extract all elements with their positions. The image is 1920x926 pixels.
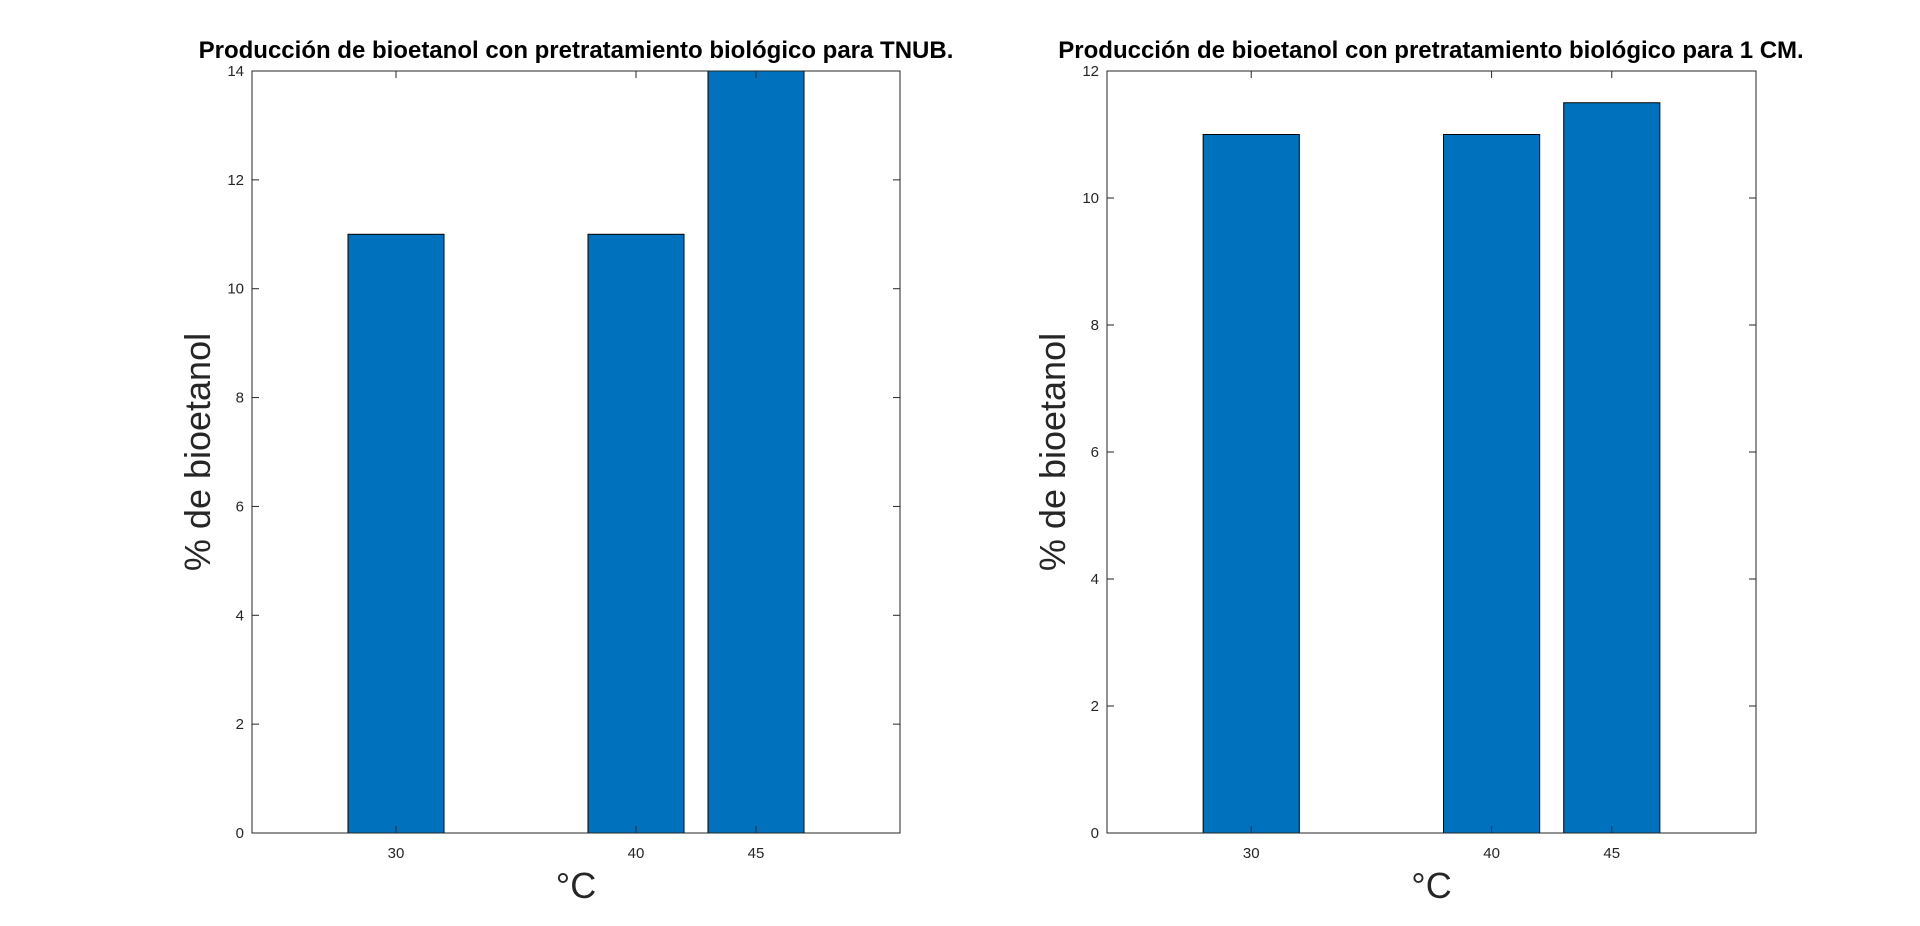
y-tick-label: 6 (1091, 444, 1099, 461)
y-tick-label: 12 (227, 172, 244, 189)
y-tick-label: 10 (1082, 190, 1099, 207)
x-tick-label: 30 (388, 845, 405, 862)
bar-40 (1443, 134, 1541, 834)
y-tick-label: 2 (236, 716, 244, 733)
y-tick-label: 2 (1091, 698, 1099, 715)
chart-title: Producción de bioetanol con pretratamien… (1058, 37, 1803, 64)
y-tick-label: 0 (236, 825, 244, 842)
bar-40 (587, 233, 685, 834)
x-axis-label: °C (1411, 865, 1451, 906)
y-tick-label: 6 (236, 498, 244, 515)
bar-45 (707, 70, 805, 834)
axes-box (251, 70, 901, 834)
x-tick-label: 40 (628, 845, 645, 862)
x-tick-label: 45 (748, 845, 765, 862)
y-tick-label: 8 (1091, 317, 1099, 334)
y-axis-label: % de bioetanol (1032, 333, 1073, 571)
y-tick-label: 10 (227, 281, 244, 298)
x-tick-label: 30 (1243, 845, 1260, 862)
y-tick-label: 4 (1091, 571, 1099, 588)
chart-tnub: 0 2 4 6 8 10 12 14 30 40 45 Producción de bioetanol… (177, 37, 953, 906)
y-tick-label: 14 (227, 63, 244, 80)
chart-title: Producción de bioetanol con pretratamien… (199, 37, 954, 64)
bar-45 (1563, 102, 1661, 834)
x-tick-label: 45 (1603, 845, 1620, 862)
y-axis-label: % de bioetanol (177, 333, 218, 571)
y-tick-label: 12 (1082, 63, 1099, 80)
chart-1cm: 0 2 4 6 8 10 12 30 40 45 Producción de bioetanol c… (1032, 37, 1804, 906)
bar-30 (1202, 134, 1300, 834)
y-tick-label: 0 (1091, 825, 1099, 842)
y-tick-label: 4 (236, 607, 244, 624)
y-tick-label: 8 (236, 390, 244, 407)
x-axis-label: °C (556, 865, 596, 906)
x-tick-label: 40 (1483, 845, 1500, 862)
bar-30 (347, 233, 445, 834)
